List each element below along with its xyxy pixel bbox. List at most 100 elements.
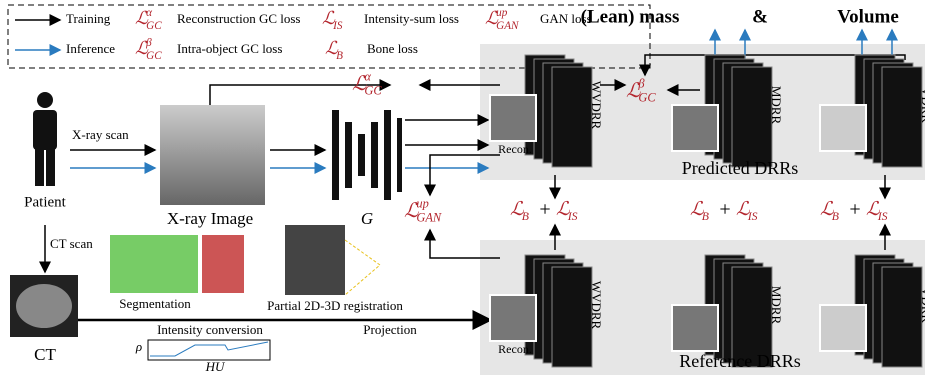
loss-sub: GC — [146, 49, 162, 61]
patient-icon — [33, 92, 57, 186]
loss-base: ℒ — [325, 38, 339, 58]
legend-loss-label: Intensity-sum loss — [364, 11, 459, 26]
loss-sub: IS — [747, 210, 758, 223]
loss-base: ℒ — [352, 73, 367, 95]
drr-slice — [551, 66, 593, 168]
drr-slice — [881, 66, 923, 168]
loss-sub: GAN — [496, 19, 519, 31]
recon-gc-loss: ℒα GC — [352, 69, 382, 97]
generator-label: G — [361, 209, 373, 228]
drr-inset — [671, 104, 719, 152]
legend-box — [7, 4, 651, 69]
loss-sub: GC — [146, 19, 162, 31]
loss-sub: IS — [332, 19, 343, 31]
intra-gc-loss: ℒβ GC — [626, 76, 656, 104]
generator-network — [332, 110, 402, 200]
legend-loss-symbol: ℒβ GC — [135, 37, 162, 62]
legend-loss-label: Intra-object GC loss — [177, 41, 282, 56]
ct-label: CT — [34, 345, 56, 364]
drr-panel-label: VDRR — [919, 287, 925, 323]
loss-base: ℒ — [736, 199, 751, 220]
loss-sup: up — [496, 7, 508, 19]
drr-panel-label: MDRR — [769, 286, 784, 325]
loss-sub: B — [702, 210, 709, 223]
loss-base: ℒ — [510, 199, 525, 220]
drr-inset — [489, 94, 537, 142]
drr-inset — [489, 294, 537, 342]
loss-base: ℒ — [690, 199, 705, 220]
loss-base: ℒ — [404, 200, 419, 222]
loss-base: ℒ — [322, 8, 336, 28]
loss-sup: α — [146, 7, 153, 19]
loss-base: ℒ — [626, 80, 641, 102]
intensity-sum-loss: ℒIS — [556, 199, 578, 222]
loss-base: ℒ — [820, 199, 835, 220]
drr-panel-label: MDRR — [769, 86, 784, 125]
output-mass: (Lean) mass — [581, 6, 680, 27]
legend-loss-label: GAN loss — [540, 11, 592, 26]
loss-sub: B — [522, 210, 529, 223]
loss-sub: B — [832, 210, 839, 223]
bone-loss: ℒB — [690, 199, 709, 222]
plus-sign: + — [849, 199, 860, 221]
loss-sub: GC — [364, 83, 382, 97]
registration-image — [285, 225, 381, 296]
legend-inference: Inference — [66, 41, 115, 56]
loss-sup: up — [416, 196, 428, 210]
legend-training: Training — [66, 11, 111, 26]
drr-inset — [819, 304, 867, 352]
drr-panel-label: VDRR — [919, 87, 925, 123]
legend-loss-symbol: ℒB — [325, 38, 343, 61]
gan-loss: ℒup GAN — [404, 196, 442, 224]
loss-sub: GAN — [416, 210, 442, 224]
loss-base: ℒ — [135, 38, 149, 58]
recon-label: Recon. — [498, 342, 532, 356]
intensity-sum-loss: ℒIS — [866, 199, 888, 222]
registration-label: Partial 2D-3D registration — [267, 298, 403, 313]
intensity-plot — [147, 339, 271, 361]
xray-image — [160, 105, 265, 205]
plus-sign: + — [719, 199, 730, 221]
intensity-sum-loss: ℒIS — [736, 199, 758, 222]
segmentation-image — [110, 235, 198, 293]
drr-slice — [551, 266, 593, 368]
loss-sub: IS — [567, 210, 578, 223]
loss-sup: α — [364, 69, 371, 83]
loss-base: ℒ — [135, 8, 149, 28]
drr-slice — [881, 266, 923, 368]
bone-loss: ℒB — [510, 199, 529, 222]
drr-group-title: Reference DRRs — [679, 351, 800, 371]
loss-sup: β — [145, 37, 152, 49]
legend-loss-symbol: ℒup GAN — [485, 7, 519, 32]
legend-loss-label: Bone loss — [367, 41, 418, 56]
drr-slice — [731, 66, 773, 168]
segmentation-muscles — [202, 235, 244, 293]
recon-label: Recon. — [498, 142, 532, 156]
drr-inset — [819, 104, 867, 152]
segmentation-label: Segmentation — [119, 296, 191, 311]
projection-label: Projection — [363, 322, 417, 337]
bone-loss: ℒB — [820, 199, 839, 222]
ct-image — [10, 275, 78, 337]
xray-scan-label: X-ray scan — [72, 127, 129, 142]
loss-sub: IS — [877, 210, 888, 223]
legend-loss-label: Reconstruction GC loss — [177, 11, 301, 26]
drr-panel-label: WVDRR — [589, 81, 604, 130]
output-amp: & — [752, 6, 768, 27]
drr-stacks — [489, 54, 923, 368]
hu-label: HU — [205, 359, 226, 374]
plus-sign: + — [539, 199, 550, 221]
drr-inset — [671, 304, 719, 352]
loss-sub: GC — [638, 90, 656, 104]
ct-scan-label: CT scan — [50, 236, 93, 251]
drr-slice — [731, 266, 773, 368]
arrows — [15, 14, 906, 330]
loss-base: ℒ — [866, 199, 881, 220]
loss-sub: B — [336, 49, 343, 61]
patient-label: Patient — [24, 194, 66, 210]
legend-loss-symbol: ℒIS — [322, 8, 343, 31]
xray-image-label: X-ray Image — [167, 209, 253, 228]
loss-base: ℒ — [556, 199, 571, 220]
drr-panel-label: WVDRR — [589, 281, 604, 330]
